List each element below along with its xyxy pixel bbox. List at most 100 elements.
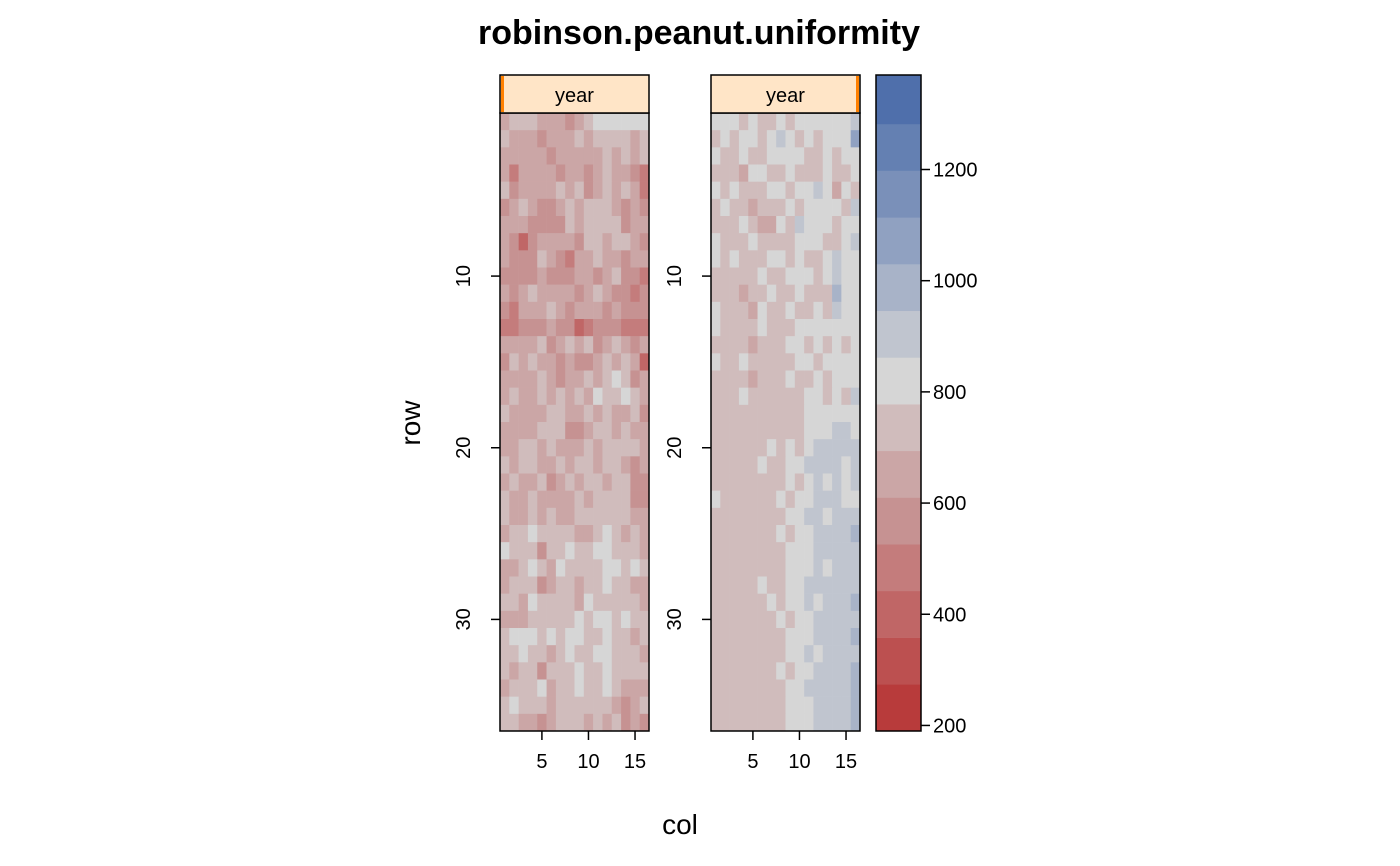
heatmap-cell bbox=[621, 250, 631, 268]
heatmap-cell bbox=[711, 696, 721, 715]
heatmap-cell bbox=[832, 456, 842, 474]
heatmap-cell bbox=[509, 147, 519, 165]
heatmap-cell bbox=[602, 113, 613, 131]
heatmap-cell bbox=[711, 610, 721, 629]
heatmap-cell bbox=[574, 456, 585, 474]
heatmap-cell bbox=[583, 507, 594, 526]
heatmap-cell bbox=[602, 250, 613, 268]
strip-frame bbox=[710, 74, 861, 114]
heatmap-cell bbox=[555, 198, 566, 217]
heatmap-cell bbox=[822, 576, 833, 594]
strip-level-indicator bbox=[501, 76, 504, 112]
heatmap-cell bbox=[602, 662, 613, 680]
heatmap-cell bbox=[546, 404, 557, 423]
heatmap-cell bbox=[527, 456, 538, 474]
heatmap-cell bbox=[841, 645, 851, 663]
heatmap-cell bbox=[509, 233, 519, 251]
heatmap-cell bbox=[602, 696, 613, 715]
heatmap-cell bbox=[729, 353, 740, 371]
heatmap-cell bbox=[565, 336, 575, 354]
heatmap-cell bbox=[729, 387, 740, 406]
heatmap-cell bbox=[720, 490, 730, 509]
heatmap-cell bbox=[611, 284, 622, 303]
heatmap-cell bbox=[621, 113, 631, 131]
heatmap-cell bbox=[711, 370, 721, 388]
heatmap-cell bbox=[518, 250, 529, 268]
heatmap-cell bbox=[776, 130, 786, 148]
heatmap-cell bbox=[813, 353, 824, 371]
heatmap-cell bbox=[527, 593, 538, 612]
heatmap-cell bbox=[537, 490, 547, 509]
heatmap-cell bbox=[537, 679, 547, 697]
legend-color-band bbox=[876, 264, 921, 312]
heatmap-cell bbox=[500, 164, 510, 182]
heatmap-cell bbox=[611, 404, 622, 423]
heatmap-cell bbox=[850, 645, 861, 663]
heatmap-cell bbox=[537, 696, 547, 715]
heatmap-cell bbox=[729, 284, 740, 303]
heatmap-cell bbox=[804, 456, 814, 474]
heatmap-cell bbox=[776, 542, 786, 560]
heatmap-cell bbox=[639, 525, 650, 543]
heatmap-cell bbox=[738, 679, 749, 697]
heatmap-cell bbox=[555, 559, 566, 577]
heatmap-cell bbox=[720, 645, 730, 663]
heatmap-cell bbox=[785, 610, 796, 629]
heatmap-cell bbox=[720, 164, 730, 182]
heatmap-cell bbox=[611, 319, 622, 337]
heatmap-cell bbox=[565, 404, 575, 423]
heatmap-cell bbox=[748, 181, 758, 200]
heatmap-cell bbox=[832, 387, 842, 406]
heatmap-cell bbox=[776, 525, 786, 543]
heatmap-cell bbox=[565, 713, 575, 732]
heatmap-cell bbox=[630, 507, 640, 526]
heatmap-cell bbox=[729, 507, 740, 526]
heatmap-cell bbox=[748, 456, 758, 474]
heatmap-cell bbox=[832, 645, 842, 663]
heatmap-cell bbox=[509, 353, 519, 371]
heatmap-cell bbox=[555, 490, 566, 509]
heatmap-cell bbox=[776, 301, 786, 320]
heatmap-cell bbox=[509, 696, 519, 715]
heatmap-cell bbox=[518, 216, 529, 234]
heatmap-cell bbox=[593, 181, 603, 200]
heatmap-cell bbox=[729, 370, 740, 388]
heatmap-cell bbox=[593, 250, 603, 268]
heatmap-cell bbox=[748, 147, 758, 165]
heatmap-cell bbox=[639, 507, 650, 526]
heatmap-cell bbox=[785, 525, 796, 543]
strip-frame bbox=[499, 74, 650, 114]
heatmap-cell bbox=[546, 696, 557, 715]
heatmap-cell bbox=[593, 267, 603, 285]
heatmap-cell bbox=[602, 284, 613, 303]
heatmap-cell bbox=[555, 113, 566, 131]
heatmap-cell bbox=[804, 507, 814, 526]
heatmap-cell bbox=[602, 422, 613, 440]
heatmap-cell bbox=[518, 696, 529, 715]
heatmap-cell bbox=[729, 181, 740, 200]
heatmap-cell bbox=[757, 147, 768, 165]
heatmap-cell bbox=[822, 284, 833, 303]
heatmap-cell bbox=[583, 130, 594, 148]
heatmap-cell bbox=[757, 525, 768, 543]
heatmap-cell bbox=[527, 233, 538, 251]
heatmap-cell bbox=[813, 628, 824, 646]
heatmap-cell bbox=[509, 181, 519, 200]
heatmap-cell bbox=[748, 301, 758, 320]
heatmap-cell bbox=[794, 679, 805, 697]
heatmap-cell bbox=[509, 610, 519, 629]
heatmap-cell bbox=[546, 542, 557, 560]
heatmap-cell bbox=[729, 319, 740, 337]
heatmap-cell bbox=[602, 525, 613, 543]
heatmap-cell bbox=[518, 404, 529, 423]
heatmap-cell bbox=[630, 490, 640, 509]
heatmap-cell bbox=[500, 628, 510, 646]
heatmap-cell bbox=[639, 353, 650, 371]
heatmap-cell bbox=[546, 593, 557, 612]
legend-frame bbox=[875, 74, 922, 732]
heatmap-cell bbox=[518, 130, 529, 148]
heatmap-cell bbox=[537, 301, 547, 320]
heatmap-cell bbox=[832, 542, 842, 560]
heatmap-cell bbox=[711, 387, 721, 406]
